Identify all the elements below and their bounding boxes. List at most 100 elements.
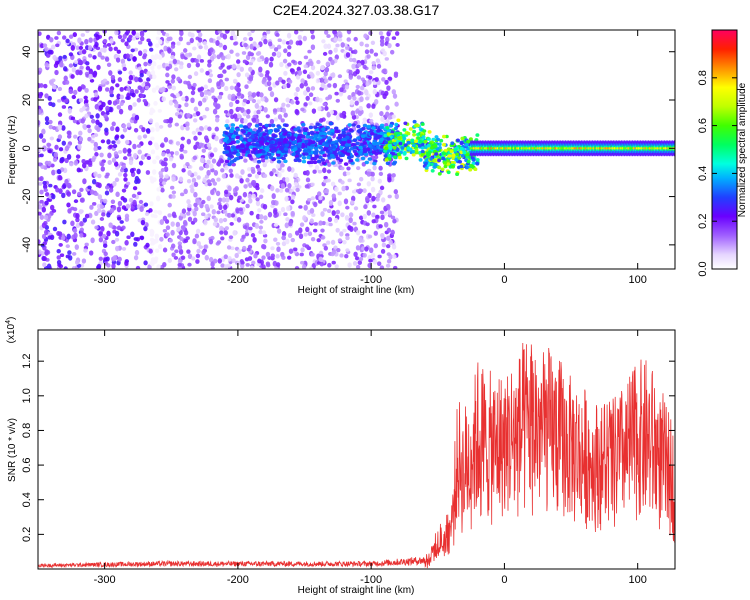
heatmap-cell [38, 162, 42, 167]
heatmap-cell [287, 166, 292, 172]
heatmap-cell [110, 199, 116, 205]
heatmap-cell [310, 44, 316, 51]
heatmap-cell [281, 231, 287, 237]
heatmap-cell [199, 91, 205, 98]
heatmap-cell [229, 85, 235, 91]
heatmap-cell [386, 235, 391, 241]
heatmap-cell [475, 133, 480, 137]
heatmap-cell [139, 235, 145, 241]
spectrogram-heatmap [38, 30, 675, 269]
heatmap-cell [184, 102, 189, 108]
heatmap-cell [305, 244, 310, 249]
heatmap-cell [105, 256, 110, 262]
heatmap-cell [51, 208, 57, 213]
heatmap-cell [326, 34, 331, 39]
heatmap-cell [56, 259, 62, 265]
heatmap-cell [44, 200, 49, 206]
heatmap-cell [277, 38, 282, 43]
heatmap-cell [364, 160, 369, 165]
heatmap-cell [339, 87, 344, 93]
heatmap-cell [311, 140, 316, 144]
heatmap-cell [222, 209, 228, 214]
heatmap-cell [268, 155, 274, 160]
heatmap-cell [67, 107, 73, 114]
heatmap-cell [434, 152, 439, 156]
heatmap-cell [342, 239, 347, 245]
heatmap-cell [161, 96, 166, 102]
heatmap-cell [307, 49, 312, 54]
heatmap-cell [261, 255, 266, 260]
heatmap-cell [133, 241, 138, 247]
heatmap-cell [243, 42, 248, 48]
heatmap-cell [215, 40, 220, 46]
heatmap-cell [203, 90, 209, 95]
heatmap-cell [301, 122, 306, 127]
snr-x-label: Height of straight line (km) [298, 585, 415, 596]
heatmap-cell [308, 125, 314, 130]
heatmap-cell [183, 48, 188, 53]
heatmap-cell [414, 123, 419, 128]
colorbar-tick-label: 0.2 [697, 214, 709, 229]
heatmap-cell [221, 55, 226, 61]
heatmap-cell [298, 227, 303, 234]
colorbar-tick-label: 0.4 [697, 166, 709, 181]
spectrogram-x-tick-label: 0 [501, 274, 507, 286]
heatmap-cell [406, 140, 411, 145]
heatmap-cell [345, 45, 350, 51]
heatmap-cell [193, 181, 199, 187]
heatmap-cell [190, 90, 196, 96]
heatmap-cell [165, 80, 170, 84]
heatmap-cell [293, 91, 299, 97]
heatmap-cell [220, 168, 225, 173]
heatmap-cell [204, 163, 210, 169]
heatmap-cell [297, 129, 302, 133]
heatmap-cell [111, 121, 116, 127]
heatmap-cell [334, 186, 339, 192]
heatmap-cell [117, 216, 122, 221]
heatmap-cell [222, 33, 228, 40]
heatmap-cell [137, 66, 143, 71]
heatmap-cell [231, 63, 237, 69]
heatmap-cell [174, 122, 179, 127]
heatmap-cell [284, 196, 289, 202]
heatmap-cell [43, 183, 48, 190]
heatmap-cell [345, 235, 350, 241]
heatmap-cell [247, 153, 252, 158]
heatmap-cell [168, 139, 173, 145]
heatmap-cell [57, 231, 63, 237]
heatmap-cell [228, 235, 234, 240]
heatmap-cell [213, 258, 218, 264]
heatmap-cell [224, 189, 229, 195]
heatmap-cell [368, 31, 373, 36]
heatmap-cell [181, 225, 186, 231]
heatmap-cell [218, 91, 224, 96]
heatmap-cell [310, 182, 315, 187]
heatmap-cell [331, 260, 336, 265]
heatmap-cell [64, 145, 70, 152]
heatmap-cell [167, 47, 172, 54]
heatmap-cell [271, 199, 276, 206]
heatmap-cell [271, 168, 277, 173]
heatmap-cell [324, 78, 329, 84]
heatmap-cell [350, 200, 355, 205]
heatmap-cell [195, 253, 201, 259]
heatmap-cell [204, 203, 209, 210]
heatmap-cell [189, 184, 194, 189]
snr-x-tick-label: 0 [501, 574, 507, 586]
heatmap-cell [430, 169, 435, 173]
heatmap-cell [303, 90, 308, 96]
heatmap-cell [47, 95, 52, 101]
heatmap-cell [276, 51, 281, 57]
heatmap-cell [337, 37, 343, 42]
heatmap-cell [391, 89, 396, 95]
heatmap-cell [281, 241, 287, 247]
heatmap-cell [55, 187, 60, 193]
heatmap-cell [198, 166, 204, 171]
heatmap-cell [300, 78, 305, 84]
heatmap-cell [57, 134, 63, 140]
heatmap-cell [315, 70, 321, 76]
heatmap-cell [79, 221, 84, 227]
heatmap-cell [358, 237, 363, 243]
heatmap-cell [168, 156, 174, 162]
heatmap-cell [155, 36, 161, 41]
